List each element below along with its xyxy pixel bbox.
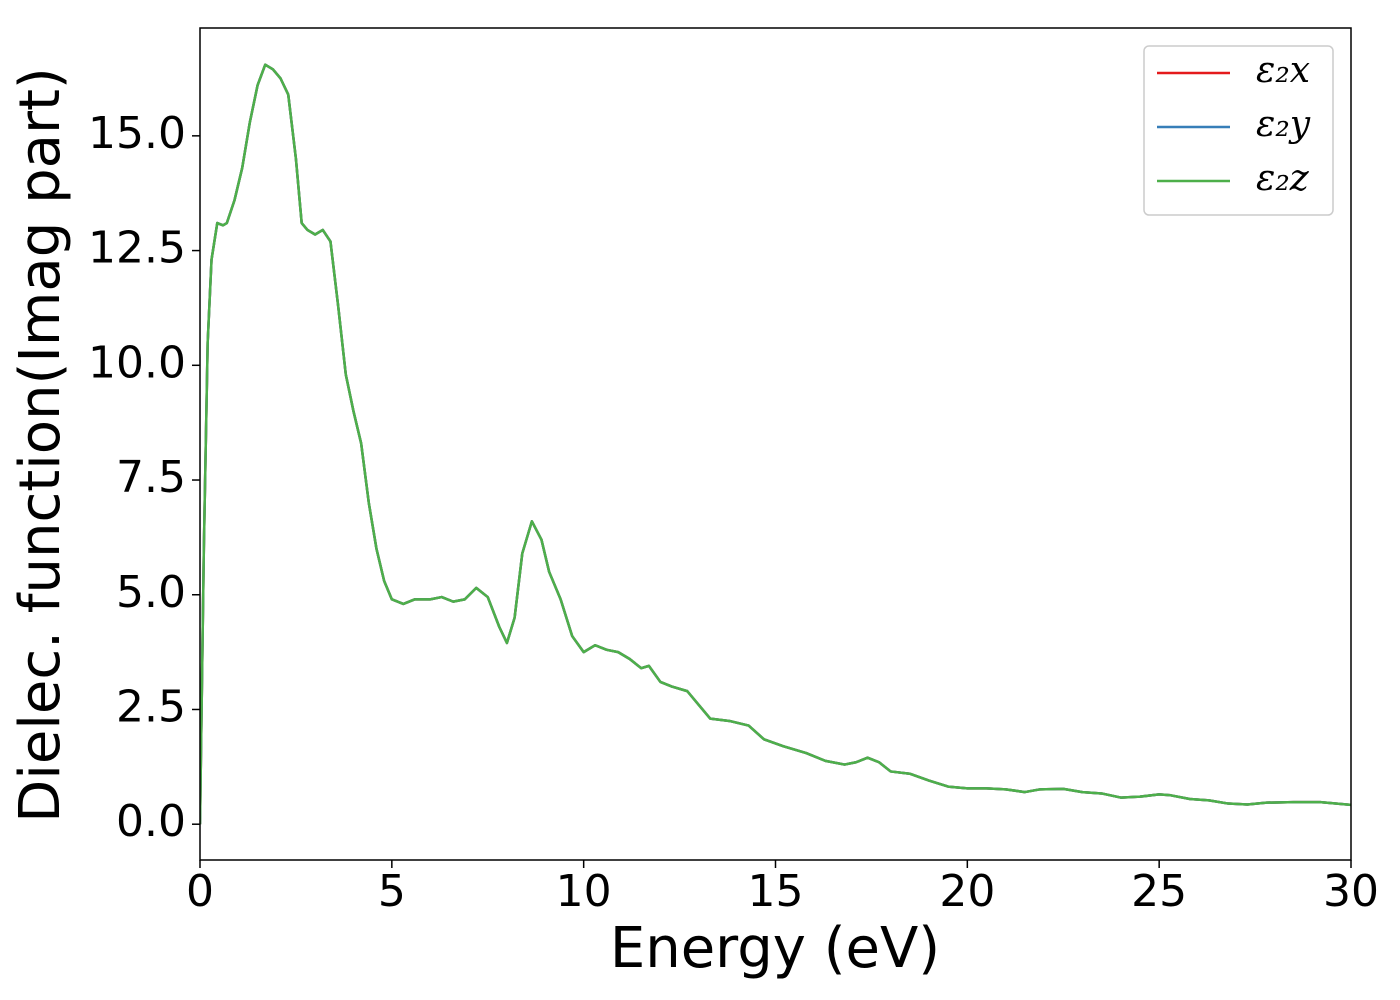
x-tick-label: 25: [1131, 866, 1187, 917]
y-tick-label: 7.5: [116, 452, 186, 503]
y-tick-label: 5.0: [116, 567, 186, 618]
plot-frame: [199, 27, 1352, 861]
x-tick-label: 5: [378, 866, 406, 917]
y-tick-label: 0.0: [116, 796, 186, 847]
y-tick-label: 10.0: [88, 337, 186, 388]
legend-box: [1143, 45, 1334, 216]
x-tick-label: 15: [748, 866, 804, 917]
legend-label: ε₂z: [1256, 158, 1310, 199]
x-tick-label: 0: [186, 866, 214, 917]
x-tick-label: 30: [1323, 866, 1379, 917]
x-tick-label: 10: [556, 866, 612, 917]
legend-label: ε₂x: [1256, 50, 1310, 91]
x-tick-label: 20: [939, 866, 995, 917]
x-axis-label: Energy (eV): [610, 916, 940, 981]
y-tick-label: 12.5: [88, 223, 186, 274]
legend-label: ε₂y: [1256, 104, 1311, 145]
y-tick-label: 2.5: [116, 681, 186, 732]
y-tick-label: 15.0: [88, 108, 186, 159]
y-axis-label: Dielec. function(Imag part): [8, 67, 73, 823]
series-line: [200, 63, 1351, 825]
